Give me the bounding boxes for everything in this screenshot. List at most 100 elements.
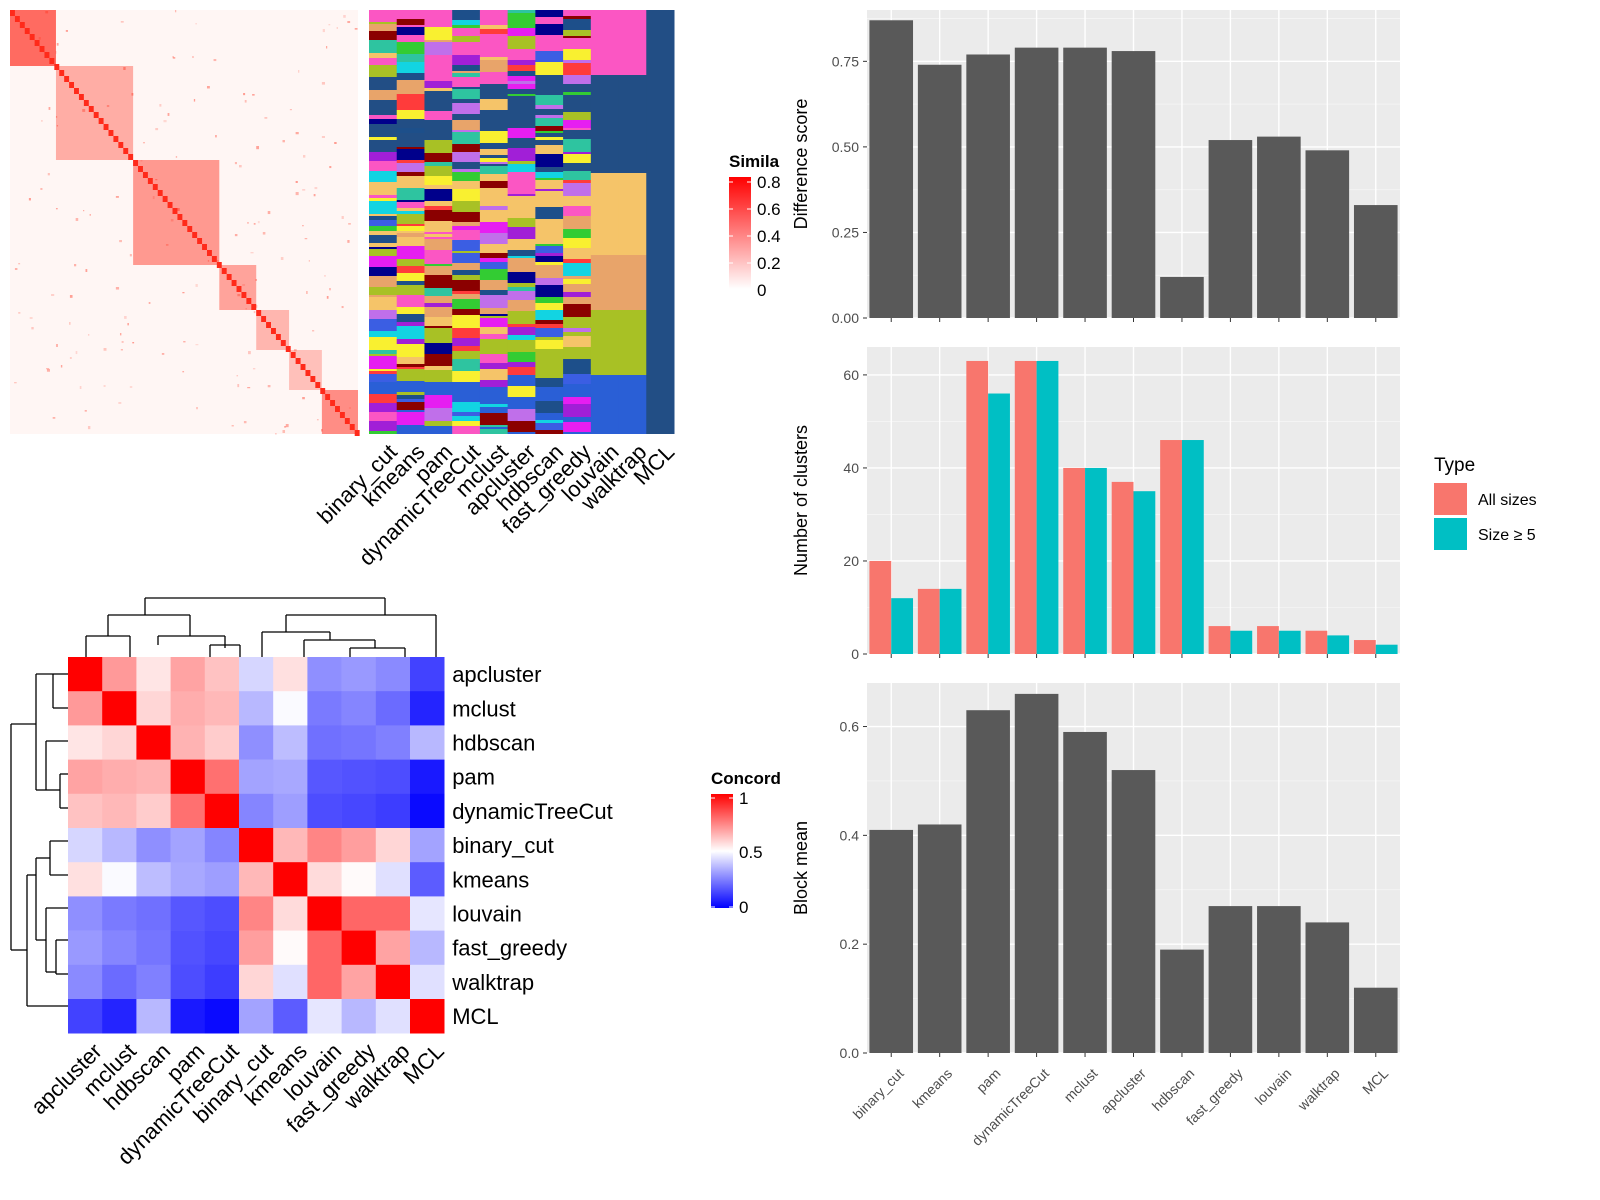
annotation-segment <box>396 295 425 307</box>
annotation-segment <box>507 386 536 397</box>
annotation-segment <box>424 124 453 133</box>
similarity-cell <box>306 291 308 294</box>
similarity-cell <box>18 263 21 265</box>
annotation-segment <box>618 173 647 255</box>
similarity-cell <box>46 369 51 372</box>
concordance-legend-label: 1 <box>739 789 748 808</box>
annotation-segment <box>396 412 425 425</box>
similarity-cell <box>275 433 277 435</box>
annotation-segment <box>369 331 398 337</box>
similarity-cell <box>55 116 58 118</box>
annotation-segment <box>396 273 425 281</box>
concordance-row-label: kmeans <box>452 867 529 892</box>
annotation-segment <box>424 68 453 81</box>
bar <box>966 54 1010 318</box>
annotation-segment <box>452 65 481 71</box>
similarity-cell <box>55 208 58 210</box>
annotation-segment <box>452 42 481 55</box>
annotation-segment <box>563 384 592 397</box>
annotation-segment <box>369 295 398 297</box>
annotation-segment <box>563 279 592 284</box>
annotation-segment <box>535 219 564 232</box>
annotation-segment <box>563 317 592 328</box>
annotation-segment <box>535 180 564 189</box>
annotation-segment <box>396 163 425 172</box>
concordance-cell <box>204 930 240 966</box>
similarity-diagonal-cell <box>354 430 360 436</box>
annotation-segment <box>563 263 592 276</box>
bar <box>1208 906 1253 1053</box>
annotation-segment <box>563 130 592 139</box>
similarity-cell <box>195 344 199 346</box>
concordance-cell <box>307 999 342 1034</box>
concordance-cell <box>410 999 445 1034</box>
annotation-segment <box>396 27 425 35</box>
bar <box>869 20 914 319</box>
annotation-segment <box>507 256 536 258</box>
annotation-segment <box>535 423 564 430</box>
similarity-cell <box>248 351 251 355</box>
similarity-cell <box>302 189 306 191</box>
annotation-segment <box>535 154 564 167</box>
concordance-cell <box>204 828 240 863</box>
similarity-legend-label: 0 <box>757 281 766 300</box>
annotation-segment <box>452 99 481 103</box>
annotation-segment <box>535 232 564 244</box>
similarity-cell <box>255 279 258 281</box>
annotation-segment <box>507 161 536 164</box>
annotation-segment <box>396 410 425 412</box>
y-tick-label: 0.25 <box>832 224 859 240</box>
annotation-segment <box>452 10 481 20</box>
concordance-row-label: apcluster <box>452 662 541 687</box>
annotation-segment <box>369 220 398 226</box>
similarity-cell <box>329 288 331 291</box>
annotation-segment <box>396 94 425 105</box>
annotation-segment <box>369 31 398 40</box>
bar <box>1327 635 1350 654</box>
concordance-cell <box>341 896 377 931</box>
bar <box>1305 150 1350 318</box>
annotation-segment <box>479 316 509 318</box>
concordance-legend-colorbar <box>711 794 733 908</box>
concordance-legend-label: 0.5 <box>739 843 763 862</box>
annotation-segment <box>507 327 536 335</box>
similarity-diagonal-cell <box>142 172 148 178</box>
annotation-segment <box>452 36 481 42</box>
similarity-cell <box>321 82 325 85</box>
bar <box>966 360 989 654</box>
annotation-segment <box>396 188 425 200</box>
annotation-segment <box>424 343 453 354</box>
annotation-segment <box>396 110 425 119</box>
annotation-segment <box>590 75 620 173</box>
annotation-segment <box>479 253 509 258</box>
similarity-diagonal-cell <box>162 196 168 202</box>
similarity-cell <box>341 216 344 220</box>
annotation-segment <box>369 390 398 394</box>
similarity-diagonal-cell <box>221 268 227 274</box>
annotation-segment <box>396 395 425 399</box>
annotation-segment <box>535 265 564 278</box>
concordance-cell <box>102 930 137 966</box>
annotation-segment <box>563 292 592 297</box>
concordance-cell <box>375 828 411 863</box>
annotation-segment <box>369 374 398 382</box>
concordance-cell <box>170 691 206 726</box>
similarity-cell <box>46 368 50 370</box>
annotation-segment <box>535 137 564 140</box>
concordance-cell <box>170 964 206 1000</box>
annotation-segment <box>452 291 481 294</box>
annotation-segment <box>535 201 564 207</box>
annotation-segment <box>424 153 453 162</box>
annotation-segment <box>452 412 481 416</box>
similarity-cell <box>140 160 143 162</box>
concordance-cell <box>375 999 411 1034</box>
similarity-cell <box>347 240 350 243</box>
similarity-diagonal-cell <box>49 58 55 64</box>
similarity-cell <box>182 371 185 373</box>
similarity-diagonal-cell <box>231 280 237 286</box>
annotation-segment <box>563 163 592 171</box>
concordance-cell <box>68 930 103 966</box>
annotation-segment <box>479 162 509 164</box>
concordance-cell <box>341 964 377 1000</box>
annotation-segment <box>507 116 536 128</box>
